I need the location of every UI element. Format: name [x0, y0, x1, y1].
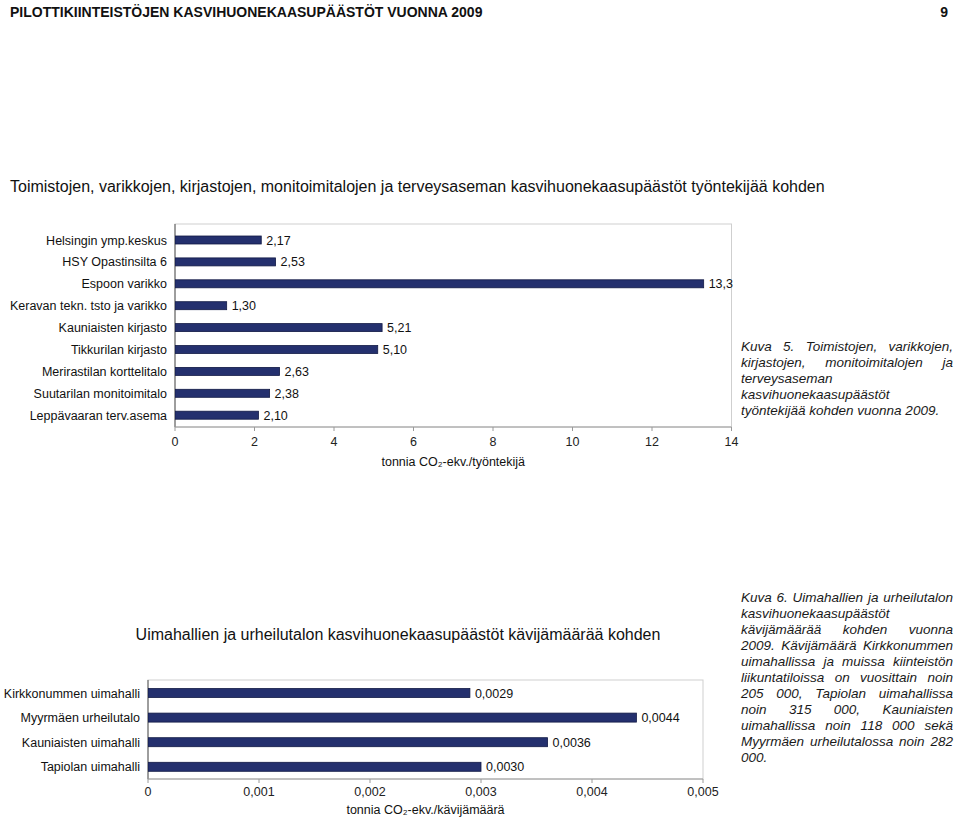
- tick-mark: [652, 427, 653, 431]
- chart-title: Uimahallien ja urheilutalon kasvihuoneka…: [136, 626, 661, 643]
- data-label: 5,21: [387, 321, 411, 335]
- bar: [175, 389, 270, 397]
- chart-title: Toimistojen, varikkojen, kirjastojen, mo…: [10, 178, 825, 195]
- tick-mark: [254, 427, 255, 431]
- bar: [148, 738, 548, 747]
- category-label: Helsingin ymp.keskus: [46, 234, 167, 248]
- bar: [148, 762, 481, 771]
- data-label: 13,3: [709, 277, 733, 291]
- tick-mark: [334, 427, 335, 431]
- bars: [148, 689, 636, 772]
- tick-mark: [703, 779, 704, 783]
- bar: [175, 302, 227, 310]
- bar: [148, 713, 636, 722]
- category-label: Kauniaisten kirjasto: [59, 321, 167, 335]
- tick-label: 6: [410, 435, 417, 449]
- tick-label: 0,003: [465, 785, 496, 799]
- tick-mark: [572, 427, 573, 431]
- tick-label: 4: [331, 435, 338, 449]
- page-header: PILOTTIKIINTEISTÖJEN KASVIHUONEKAASUPÄÄS…: [10, 4, 483, 20]
- bar: [175, 280, 704, 288]
- chart: Toimistojen, varikkojen, kirjastojen, mo…: [10, 178, 825, 469]
- data-label: 5,10: [383, 343, 407, 357]
- tick-label: 0,004: [576, 785, 607, 799]
- tick-label: 2: [251, 435, 258, 449]
- category-label: Kirkkonummen uimahalli: [4, 687, 140, 701]
- tick-mark: [592, 779, 593, 783]
- tick-mark: [481, 779, 482, 783]
- category-label: Tapiolan uimahalli: [41, 760, 140, 774]
- category-label: HSY Opastinsilta 6: [62, 255, 167, 269]
- bar: [175, 258, 276, 266]
- category-label: Suutarilan monitoimitalo: [34, 387, 167, 401]
- tick-label: 0: [145, 785, 152, 799]
- axis-label: tonnia CO₂-ekv./työntekijä: [381, 455, 525, 469]
- plot-frame: [175, 224, 732, 427]
- category-label: Keravan tekn. tsto ja varikko: [10, 299, 167, 313]
- bar: [175, 367, 280, 375]
- category-label: Kauniaisten uimahalli: [22, 736, 140, 750]
- page-number: 9: [940, 4, 948, 20]
- plot-frame: [148, 680, 703, 779]
- tick-label: 0,002: [354, 785, 385, 799]
- tick-mark: [148, 779, 149, 783]
- data-label: 0,0030: [486, 760, 524, 774]
- bar: [175, 346, 378, 354]
- tick-label: 8: [490, 435, 497, 449]
- data-label: 0,0044: [641, 711, 679, 725]
- data-label: 0,0029: [475, 687, 513, 701]
- tick-label: 0: [172, 435, 179, 449]
- category-label: Espoon varikko: [82, 277, 168, 291]
- category-label: Myyrmäen urheilutalo: [21, 711, 141, 725]
- category-label: Leppävaaran terv.asema: [30, 409, 167, 423]
- tick-label: 0,005: [687, 785, 718, 799]
- tick-mark: [259, 779, 260, 783]
- figure-caption: Kuva 5. Toimistojen, varikkojen, kirjast…: [741, 339, 953, 419]
- data-label: 2,10: [263, 409, 287, 423]
- tick-label: 14: [725, 435, 739, 449]
- axis-line: [175, 427, 732, 428]
- tick-mark: [370, 779, 371, 783]
- data-label: 2,17: [266, 234, 290, 248]
- bars: [175, 236, 704, 419]
- bar: [175, 236, 261, 244]
- data-label: 2,38: [275, 387, 299, 401]
- category-label: Merirastilan korttelitalo: [42, 365, 167, 379]
- axis-line: [148, 779, 703, 780]
- page: PILOTTIKIINTEISTÖJEN KASVIHUONEKAASUPÄÄS…: [0, 0, 960, 820]
- axis-label: tonnia CO₂-ekv./kävijämäärä: [346, 803, 504, 817]
- tick-label: 12: [645, 435, 659, 449]
- tick-mark: [413, 427, 414, 431]
- data-label: 2,53: [281, 255, 305, 269]
- bar: [148, 689, 470, 698]
- data-label: 1,30: [232, 299, 256, 313]
- tick-label: 0,001: [243, 785, 274, 799]
- tick-label: 10: [566, 435, 580, 449]
- bar: [175, 411, 258, 419]
- tick-mark: [493, 427, 494, 431]
- figure-caption: Kuva 6. Uimahallien ja urheilutalon kasv…: [741, 590, 953, 766]
- bar: [175, 324, 382, 332]
- category-label: Tikkurilan kirjasto: [71, 343, 167, 357]
- tick-mark: [731, 427, 732, 431]
- data-label: 0,0036: [553, 736, 591, 750]
- tick-mark: [175, 427, 176, 431]
- data-label: 2,63: [285, 365, 309, 379]
- chart: Uimahallien ja urheilutalon kasvihuoneka…: [4, 626, 719, 817]
